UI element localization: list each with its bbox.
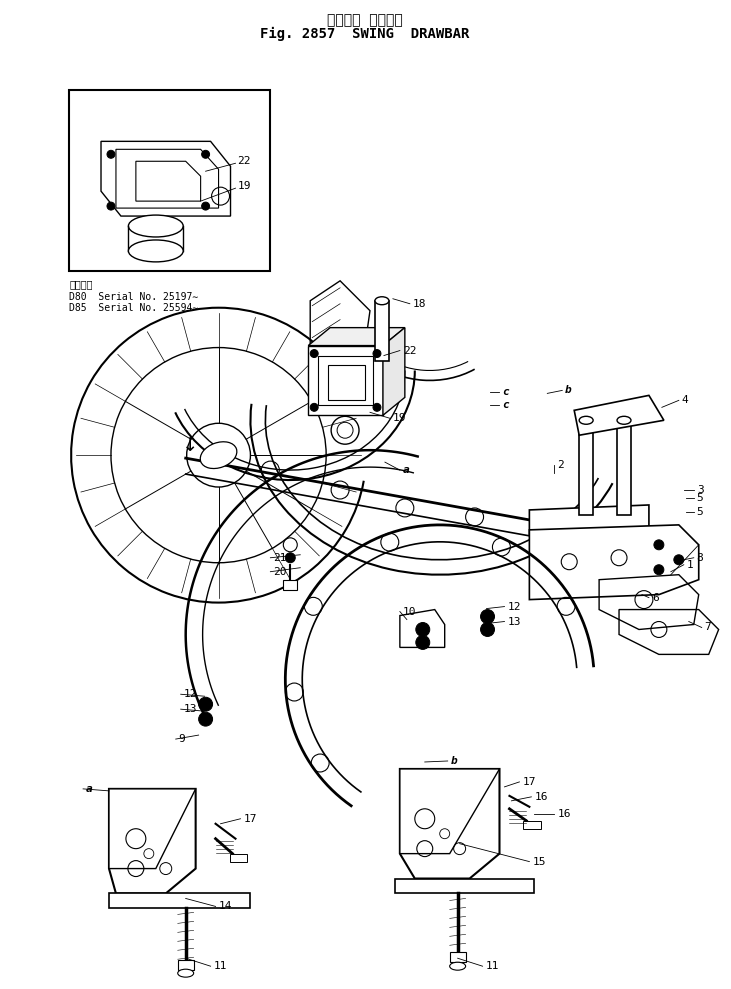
Circle shape (654, 540, 664, 550)
Text: 13: 13 (507, 616, 521, 626)
Text: 14: 14 (219, 901, 232, 912)
Bar (523, 821, 542, 829)
Polygon shape (529, 505, 649, 535)
Circle shape (199, 712, 213, 726)
Text: 1: 1 (687, 560, 694, 570)
Text: D80  Serial No. 25197∼: D80 Serial No. 25197∼ (69, 292, 198, 302)
Ellipse shape (375, 297, 389, 305)
Polygon shape (109, 789, 196, 868)
Text: c: c (502, 388, 510, 398)
Bar (617, 420, 631, 515)
Text: 12: 12 (183, 689, 197, 699)
Text: 12: 12 (507, 601, 521, 611)
Circle shape (199, 697, 213, 711)
Text: スイング  ドローバ: スイング ドローバ (327, 13, 403, 27)
Text: 9: 9 (178, 734, 186, 744)
Text: 17: 17 (523, 777, 536, 787)
Text: 18: 18 (413, 299, 426, 309)
Text: 16: 16 (534, 792, 548, 802)
Bar (579, 420, 593, 515)
Text: 22: 22 (238, 156, 251, 166)
Circle shape (674, 555, 683, 565)
Circle shape (285, 553, 295, 563)
Bar (178, 960, 194, 970)
Ellipse shape (129, 240, 183, 262)
Text: 19: 19 (393, 413, 406, 423)
Polygon shape (400, 769, 499, 854)
Text: a: a (403, 465, 409, 475)
Text: 2: 2 (557, 460, 564, 470)
Text: 21: 21 (273, 553, 287, 563)
Text: 10: 10 (403, 606, 417, 616)
Text: 11: 11 (213, 961, 227, 971)
Circle shape (654, 565, 664, 575)
Text: 適用号第: 適用号第 (69, 279, 93, 289)
Text: Fig. 2857  SWING  DRAWBAR: Fig. 2857 SWING DRAWBAR (260, 27, 470, 41)
Text: 4: 4 (682, 396, 689, 405)
Circle shape (107, 150, 115, 158)
Ellipse shape (579, 416, 593, 424)
Text: 5: 5 (697, 507, 703, 517)
Circle shape (202, 202, 210, 210)
Polygon shape (400, 609, 444, 648)
Bar (450, 952, 466, 962)
Text: 5: 5 (697, 493, 703, 503)
Bar (318, 355, 373, 405)
Ellipse shape (129, 215, 183, 237)
Text: 8: 8 (697, 553, 703, 563)
Text: 17: 17 (243, 814, 257, 824)
Circle shape (480, 609, 494, 623)
Text: 22: 22 (403, 345, 417, 356)
Polygon shape (400, 769, 499, 878)
Circle shape (373, 404, 381, 411)
Text: D85  Serial No. 25594∼: D85 Serial No. 25594∼ (69, 303, 198, 313)
Bar (284, 580, 298, 589)
Bar (328, 366, 365, 401)
Circle shape (416, 622, 430, 637)
Polygon shape (109, 893, 251, 909)
Ellipse shape (200, 442, 237, 469)
Text: b: b (565, 386, 572, 396)
Polygon shape (383, 327, 405, 415)
Ellipse shape (617, 416, 631, 424)
Text: 3: 3 (697, 485, 703, 495)
Circle shape (416, 636, 430, 650)
Circle shape (310, 349, 318, 357)
Polygon shape (529, 525, 699, 599)
Text: 13: 13 (183, 704, 197, 714)
Circle shape (480, 622, 494, 637)
Bar (230, 854, 248, 861)
Ellipse shape (178, 969, 194, 977)
Bar (69, 90, 270, 271)
Text: 15: 15 (532, 856, 546, 866)
Text: 20: 20 (273, 567, 287, 577)
Polygon shape (395, 878, 534, 893)
Polygon shape (308, 327, 405, 345)
Bar (308, 345, 383, 415)
Text: 11: 11 (485, 961, 499, 971)
Circle shape (373, 349, 381, 357)
Polygon shape (109, 789, 196, 893)
Text: 19: 19 (238, 181, 251, 191)
Circle shape (107, 202, 115, 210)
Polygon shape (575, 396, 664, 435)
Circle shape (202, 150, 210, 158)
Text: 16: 16 (557, 809, 571, 819)
Text: a: a (86, 784, 93, 794)
Text: c: c (502, 401, 510, 410)
Circle shape (310, 404, 318, 411)
Text: 6: 6 (652, 592, 659, 602)
Ellipse shape (450, 962, 466, 970)
Bar (375, 301, 389, 361)
Text: 7: 7 (705, 622, 711, 633)
Text: b: b (451, 756, 458, 766)
Text: ↓: ↓ (183, 436, 199, 455)
